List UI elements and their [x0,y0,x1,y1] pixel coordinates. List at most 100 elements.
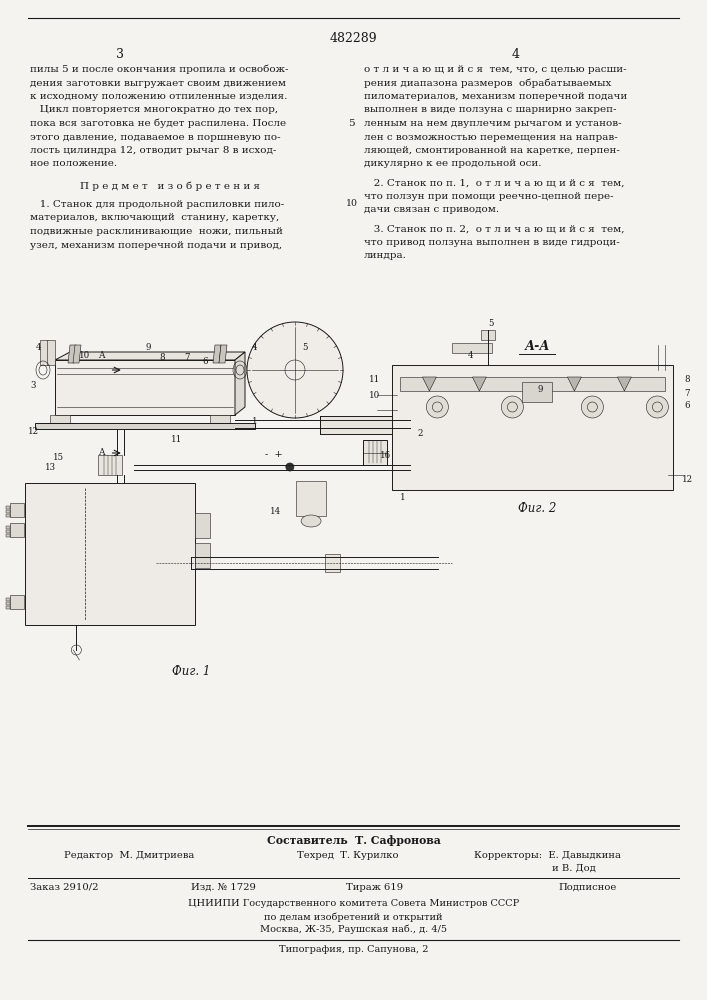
Polygon shape [422,377,436,391]
Bar [325,554,340,572]
Text: пилы 5 и после окончания пропила и освобож-: пилы 5 и после окончания пропила и освоб… [30,65,288,75]
Bar [6,506,10,509]
Bar [210,415,230,423]
Text: 16: 16 [380,452,391,460]
Polygon shape [568,377,581,391]
Text: Москва, Ж-35, Раушская наб., д. 4/5: Москва, Ж-35, Раушская наб., д. 4/5 [260,925,447,934]
Text: и В. Дод: и В. Дод [474,864,595,873]
Text: материалов, включающий  станину, каретку,: материалов, включающий станину, каретку, [30,214,279,223]
Bar [6,602,10,605]
Polygon shape [55,360,235,415]
Text: Составитель  Т. Сафронова: Составитель Т. Сафронова [267,835,440,846]
Text: дикулярно к ее продольной оси.: дикулярно к ее продольной оси. [364,159,542,168]
Text: Цикл повторяется многократно до тех пор,: Цикл повторяется многократно до тех пор, [30,105,278,114]
Text: 5: 5 [348,119,355,128]
Polygon shape [47,340,55,365]
Text: 4: 4 [36,344,42,353]
Polygon shape [73,345,81,363]
Text: П р е д м е т   и з о б р е т е н и я: П р е д м е т и з о б р е т е н и я [80,181,259,191]
Text: 12: 12 [28,428,40,436]
Text: по делам изобретений и открытий: по делам изобретений и открытий [264,912,443,922]
Text: 8: 8 [684,375,690,384]
Text: дачи связан с приводом.: дачи связан с приводом. [364,205,499,214]
Text: выполнен в виде ползуна с шарнирно закреп-: выполнен в виде ползуна с шарнирно закре… [364,105,617,114]
Text: 11: 11 [369,375,380,384]
Text: о т л и ч а ю щ и й с я  тем, что, с целью расши-: о т л и ч а ю щ и й с я тем, что, с цель… [364,65,626,74]
Text: А-А: А-А [525,340,550,353]
Text: 14: 14 [270,508,281,516]
Text: ЦНИИПИ Государственного комитета Совета Министров СССР: ЦНИИПИ Государственного комитета Совета … [188,899,519,908]
Bar [6,598,10,601]
Text: 10: 10 [79,351,90,360]
Text: рения диапазона размеров  обрабатываемых: рения диапазона размеров обрабатываемых [364,79,612,88]
Bar [6,606,10,609]
Text: A: A [98,351,105,360]
Text: 2. Станок по п. 1,  о т л и ч а ю щ и й с я  тем,: 2. Станок по п. 1, о т л и ч а ю щ и й с… [364,178,624,187]
Text: что ползун при помощи реечно-цепной пере-: что ползун при помощи реечно-цепной пере… [364,192,614,201]
Bar [6,534,10,537]
Text: 4: 4 [512,48,520,61]
Ellipse shape [581,396,603,418]
Text: 9: 9 [146,344,151,353]
Bar [35,423,255,429]
Text: 9: 9 [537,384,543,393]
Text: 5: 5 [303,344,308,353]
Text: 2: 2 [418,428,423,438]
Text: Типография, пр. Сапунова, 2: Типография, пр. Сапунова, 2 [279,945,428,954]
Text: 5: 5 [489,318,494,328]
Text: к исходному положению отпиленные изделия.: к исходному положению отпиленные изделия… [30,92,287,101]
Text: лость цилиндра 12, отводит рычаг 8 в исход-: лость цилиндра 12, отводит рычаг 8 в исх… [30,146,276,155]
Text: узел, механизм поперечной подачи и привод,: узел, механизм поперечной подачи и приво… [30,240,282,249]
Bar [363,440,387,465]
Bar [296,481,326,516]
Text: 4: 4 [467,351,473,360]
Text: подвижные расклинивающие  ножи, пильный: подвижные расклинивающие ножи, пильный [30,227,283,236]
Bar [452,343,493,353]
Text: Подписное: Подписное [559,883,617,892]
Bar [10,595,24,609]
Bar [6,530,10,533]
Polygon shape [235,352,245,415]
Text: этого давление, подаваемое в поршневую по-: этого давление, подаваемое в поршневую п… [30,132,280,141]
Text: Редактор  М. Дмитриева: Редактор М. Дмитриева [64,851,194,860]
Bar [6,514,10,517]
Text: 1: 1 [399,493,405,502]
Polygon shape [213,345,221,363]
Polygon shape [617,377,631,391]
Text: пока вся заготовка не будет распилена. После: пока вся заготовка не будет распилена. П… [30,119,286,128]
Polygon shape [40,340,48,365]
Bar [481,330,495,340]
Text: ное положение.: ное положение. [30,159,117,168]
Text: 3. Станок по п. 2,  о т л и ч а ю щ и й с я  тем,: 3. Станок по п. 2, о т л и ч а ю щ и й с… [364,224,624,233]
Bar [6,526,10,529]
Ellipse shape [286,463,294,471]
Text: 1: 1 [252,418,257,426]
Text: Техред  Т. Курилко: Техред Т. Курилко [297,851,399,860]
Text: 3: 3 [30,380,36,389]
Polygon shape [219,345,227,363]
Text: A: A [98,448,105,457]
Bar [6,510,10,513]
Text: 8: 8 [160,354,165,362]
Bar [320,416,405,434]
Text: 7: 7 [684,388,690,397]
Text: Фиг. 2: Фиг. 2 [518,502,556,515]
Ellipse shape [501,396,523,418]
Bar [195,543,210,568]
Text: 15: 15 [53,452,64,462]
Text: 4: 4 [252,344,257,353]
Text: лен с возможностью перемещения на направ-: лен с возможностью перемещения на направ… [364,132,618,141]
Bar [98,455,122,475]
Ellipse shape [426,396,448,418]
Bar [522,382,552,402]
Text: 13: 13 [45,462,56,472]
Bar [25,483,195,625]
Text: что привод ползуна выполнен в виде гидроци-: что привод ползуна выполнен в виде гидро… [364,238,620,247]
Text: 1. Станок для продольной распиловки пило-: 1. Станок для продольной распиловки пило… [30,200,284,209]
Text: пиломатериалов, механизм поперечной подачи: пиломатериалов, механизм поперечной пода… [364,92,627,101]
Text: ленным на нем двуплечим рычагом и установ-: ленным на нем двуплечим рычагом и устано… [364,119,621,128]
Text: ляющей, смонтированной на каретке, перпен-: ляющей, смонтированной на каретке, перпе… [364,146,620,155]
Text: -  +: - + [265,450,283,459]
Text: 10: 10 [369,390,380,399]
Text: Корректоры:  Е. Давыдкина: Корректоры: Е. Давыдкина [474,851,621,860]
